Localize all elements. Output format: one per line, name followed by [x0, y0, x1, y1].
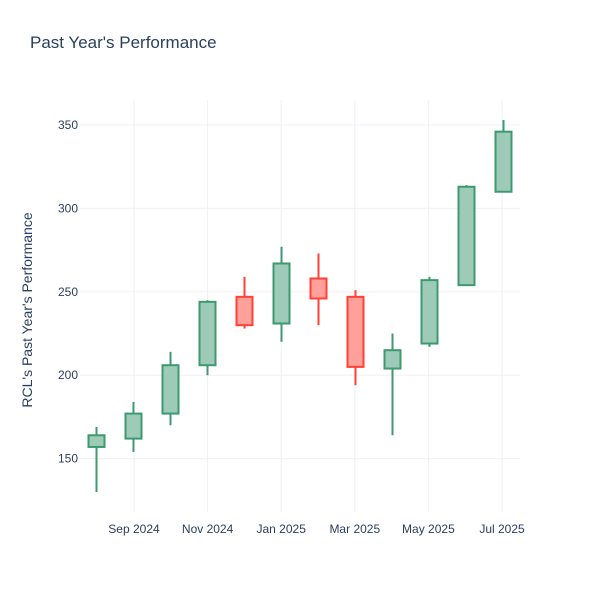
x-tick-label: Mar 2025 [329, 522, 380, 536]
y-tick-label: 250 [58, 285, 78, 299]
candle-body [198, 300, 217, 367]
candle [420, 276, 439, 347]
candle [198, 300, 217, 376]
candle-body [494, 130, 513, 193]
candle [346, 290, 365, 386]
candle-body [309, 277, 328, 300]
y-axis-ticks: 150 200 250 300 350 [58, 118, 78, 466]
x-tick-label: May 2025 [402, 522, 455, 536]
candle-body [420, 279, 439, 345]
candle-body [235, 295, 254, 327]
y-tick-label: 150 [58, 452, 78, 466]
y-tick-label: 300 [58, 201, 78, 215]
candles [87, 120, 513, 492]
chart-title: Past Year's Performance [30, 33, 217, 52]
candle-body [383, 349, 402, 370]
grid-lines [80, 100, 520, 512]
candle-body [457, 185, 476, 287]
x-axis-ticks: Sep 2024 Nov 2024 Jan 2025 Mar 2025 May 2025… [108, 522, 525, 536]
candle-body [87, 434, 106, 448]
candle-body [272, 262, 291, 325]
y-tick-label: 350 [58, 118, 78, 132]
x-tick-label: Jan 2025 [257, 522, 307, 536]
candle [161, 351, 180, 426]
candle-body [346, 295, 365, 368]
candle [494, 120, 513, 193]
candle [272, 246, 291, 342]
candle [124, 401, 143, 452]
candle-body [124, 412, 143, 440]
candle [235, 276, 254, 329]
y-tick-label: 200 [58, 368, 78, 382]
candle [309, 253, 328, 326]
candle [383, 333, 402, 436]
candle-body [161, 364, 180, 415]
y-axis-label: RCL's Past Year's Performance [19, 212, 35, 407]
candle [87, 426, 106, 492]
x-tick-label: Jul 2025 [479, 522, 525, 536]
candle [457, 185, 476, 287]
x-tick-label: Nov 2024 [182, 522, 234, 536]
x-tick-label: Sep 2024 [108, 522, 160, 536]
